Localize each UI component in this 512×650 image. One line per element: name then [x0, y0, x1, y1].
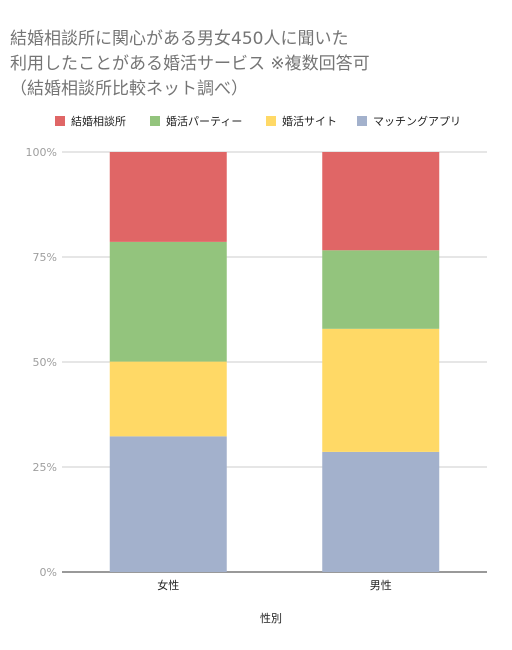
bar-segment: [109, 152, 227, 242]
bar-segment: [322, 250, 440, 329]
bar-segment: [322, 152, 440, 251]
legend-swatch: [357, 116, 367, 126]
bar-segment: [109, 436, 227, 572]
chart-title: 結婚相談所に関心がある男女450人に聞いた 利用したことがある婚活サービス ※複…: [10, 29, 370, 99]
bars: [109, 152, 440, 572]
legend-label: マッチングアプリ: [373, 114, 461, 128]
chart-title-line-2: 利用したことがある婚活サービス ※複数回答可: [10, 54, 370, 74]
legend: 結婚相談所 婚活パーティー 婚活サイト マッチングアプリ: [55, 114, 461, 128]
bar-segment: [322, 328, 440, 452]
legend-swatch: [150, 116, 160, 126]
bar-segment: [109, 241, 227, 362]
chart-title-line-3: （結婚相談所比較ネット調べ）: [10, 79, 248, 99]
y-axis-ticks: 0% 25% 50% 75% 100%: [26, 146, 57, 579]
legend-label: 婚活パーティー: [166, 114, 242, 128]
legend-label: 婚活サイト: [282, 114, 337, 128]
legend-label: 結婚相談所: [71, 114, 126, 128]
x-tick-label: 男性: [370, 578, 392, 592]
bar-segment: [322, 451, 440, 572]
x-tick-label: 女性: [157, 578, 179, 592]
y-tick-label: 0%: [40, 566, 57, 579]
y-tick-label: 50%: [33, 356, 57, 369]
legend-swatch: [266, 116, 276, 126]
y-tick-label: 100%: [26, 146, 57, 159]
y-tick-label: 25%: [33, 461, 57, 474]
x-axis-categories: 女性 男性: [157, 578, 392, 592]
y-tick-label: 75%: [33, 251, 57, 264]
chart-title-line-1: 結婚相談所に関心がある男女450人に聞いた: [10, 29, 348, 49]
legend-swatch: [55, 116, 65, 126]
bar-segment: [109, 361, 227, 437]
x-axis-title: 性別: [260, 611, 282, 625]
